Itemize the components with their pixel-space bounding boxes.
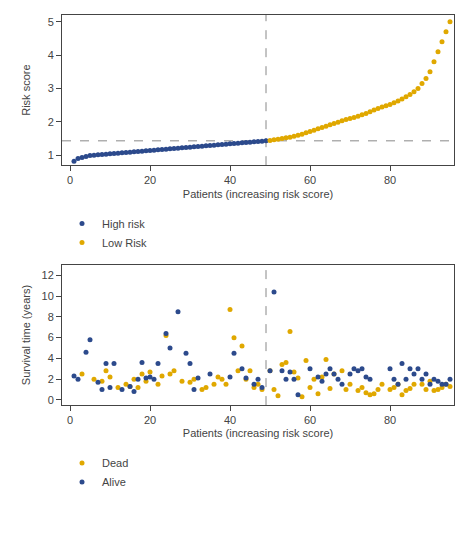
svg-text:40: 40	[224, 174, 236, 186]
svg-text:0: 0	[48, 394, 54, 406]
svg-text:4: 4	[48, 49, 54, 61]
svg-text:60: 60	[304, 174, 316, 186]
svg-text:5: 5	[48, 16, 54, 28]
svg-text:3: 3	[48, 82, 54, 94]
svg-text:20: 20	[144, 174, 156, 186]
svg-text:Dead: Dead	[102, 457, 128, 469]
svg-text:2: 2	[48, 116, 54, 128]
svg-text:4: 4	[48, 352, 54, 364]
svg-text:Patients (increasing risk scor: Patients (increasing risk score)	[183, 188, 333, 200]
svg-text:80: 80	[384, 174, 396, 186]
svg-text:60: 60	[304, 414, 316, 426]
svg-text:Risk score: Risk score	[20, 64, 32, 115]
svg-text:Survival time (years): Survival time (years)	[20, 285, 32, 385]
svg-text:80: 80	[384, 414, 396, 426]
svg-text:20: 20	[144, 414, 156, 426]
svg-text:Alive: Alive	[102, 476, 126, 488]
svg-text:10: 10	[42, 290, 54, 302]
svg-text:Patients (increasing risk scor: Patients (increasing risk score)	[183, 427, 333, 439]
svg-text:0: 0	[67, 414, 73, 426]
svg-text:0: 0	[67, 174, 73, 186]
svg-text:40: 40	[224, 414, 236, 426]
svg-text:12: 12	[42, 269, 54, 281]
svg-text:8: 8	[48, 311, 54, 323]
svg-text:2: 2	[48, 373, 54, 385]
svg-text:6: 6	[48, 331, 54, 343]
svg-text:1: 1	[48, 149, 54, 161]
svg-text:High risk: High risk	[102, 218, 145, 230]
svg-text:Low Risk: Low Risk	[102, 237, 147, 249]
